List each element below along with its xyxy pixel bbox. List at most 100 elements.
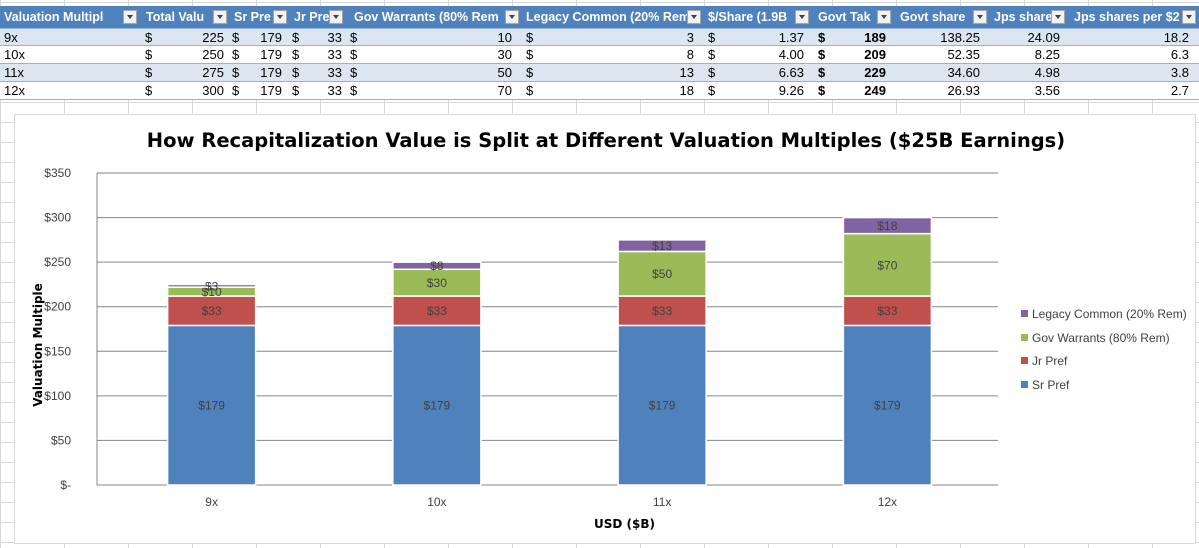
cell-currency[interactable]: $ [708, 30, 716, 45]
cell-total-value[interactable]: 275 [202, 65, 224, 80]
cell-currency[interactable]: $ [526, 83, 534, 98]
cell-gov-warrants[interactable]: 70 [497, 83, 512, 98]
cell-currency[interactable]: $ [350, 47, 358, 62]
cell-currency[interactable]: $ [818, 65, 826, 80]
header-jps-share[interactable]: Jps share [990, 6, 1066, 28]
cell-multiple[interactable]: 11x [4, 65, 24, 80]
cell-gov-warrants[interactable]: 10 [497, 30, 512, 45]
cell-currency[interactable]: $ [818, 83, 826, 98]
table-row[interactable]: 9x $ 225 $ 179 $ 33 $ 10 $ 3 $ 1.37 $ 18… [0, 28, 1199, 46]
cell-currency[interactable]: $ [708, 83, 716, 98]
cell-currency[interactable]: $ [526, 30, 534, 45]
cell-gov-warrants[interactable]: 30 [497, 47, 512, 62]
header-jr-pref[interactable]: Jr Pre [290, 6, 344, 28]
header-govt-share[interactable]: Govt share [896, 6, 988, 28]
table-row[interactable]: 11x $ 275 $ 179 $ 33 $ 50 $ 13 $ 6.63 $ … [0, 64, 1199, 82]
filter-dropdown-icon[interactable] [1051, 10, 1065, 24]
filter-dropdown-icon[interactable] [273, 10, 287, 24]
cell-currency[interactable]: $ [145, 83, 153, 98]
cell-currency[interactable]: $ [350, 30, 358, 45]
cell-currency[interactable]: $ [818, 30, 826, 45]
cell-per-share[interactable]: 4.00 [778, 47, 804, 62]
cell-multiple[interactable]: 10x [4, 47, 25, 62]
filter-dropdown-icon[interactable] [687, 10, 701, 24]
cell-currency[interactable]: $ [145, 65, 153, 80]
cell-jr-pref[interactable]: 33 [327, 47, 342, 62]
filter-dropdown-icon[interactable] [877, 10, 891, 24]
header-gov-warrants[interactable]: Gov Warrants (80% Rem [350, 6, 520, 28]
cell-currency[interactable]: $ [292, 30, 300, 45]
cell-govt-share[interactable]: 26.93 [947, 83, 980, 98]
cell-jps-shares-per[interactable]: 2.7 [1170, 83, 1189, 98]
header-valuation-multiple[interactable]: Valuation Multipl [0, 6, 138, 28]
cell-currency[interactable]: $ [292, 47, 300, 62]
cell-legacy-common[interactable]: 13 [679, 65, 694, 80]
cell-sr-pref[interactable]: 179 [260, 83, 282, 98]
table-row[interactable]: 12x $ 300 $ 179 $ 33 $ 70 $ 18 $ 9.26 $ … [0, 82, 1199, 100]
cell-govt-take[interactable]: 209 [864, 47, 886, 62]
cell-govt-take[interactable]: 189 [864, 30, 886, 45]
legend-item[interactable]: Gov Warrants (80% Rem) [1021, 332, 1187, 356]
cell-currency[interactable]: $ [232, 47, 240, 62]
cell-currency[interactable]: $ [526, 47, 534, 62]
cell-legacy-common[interactable]: 8 [686, 47, 694, 62]
cell-jps-share[interactable]: 8.25 [1034, 47, 1060, 62]
legend-item[interactable]: Legacy Common (20% Rem) [1021, 308, 1187, 332]
cell-govt-share[interactable]: 34.60 [947, 65, 980, 80]
cell-currency[interactable]: $ [145, 47, 153, 62]
cell-govt-share[interactable]: 52.35 [947, 47, 980, 62]
legend-item[interactable]: Sr Pref [1021, 379, 1187, 403]
cell-legacy-common[interactable]: 18 [679, 83, 694, 98]
filter-dropdown-icon[interactable] [329, 10, 343, 24]
header-govt-take[interactable]: Govt Tak [814, 6, 892, 28]
chart-legend[interactable]: Legacy Common (20% Rem) Gov Warrants (80%… [1021, 308, 1187, 402]
cell-jps-share[interactable]: 24.09 [1027, 30, 1060, 45]
cell-total-value[interactable]: 225 [202, 30, 224, 45]
cell-jr-pref[interactable]: 33 [327, 83, 342, 98]
cell-govt-share[interactable]: 138.25 [940, 30, 980, 45]
filter-dropdown-icon[interactable] [505, 10, 519, 24]
cell-per-share[interactable]: 9.26 [778, 83, 804, 98]
filter-dropdown-icon[interactable] [1182, 10, 1196, 24]
cell-currency[interactable]: $ [350, 83, 358, 98]
cell-currency[interactable]: $ [708, 65, 716, 80]
cell-total-value[interactable]: 300 [202, 83, 224, 98]
cell-jr-pref[interactable]: 33 [327, 65, 342, 80]
cell-total-value[interactable]: 250 [202, 47, 224, 62]
header-per-share[interactable]: $/Share (1.9B [704, 6, 810, 28]
filter-dropdown-icon[interactable] [973, 10, 987, 24]
cell-currency[interactable]: $ [708, 47, 716, 62]
stacked-bar-chart[interactable]: $- $50 $100 $150 $200 $250 $300 $350 Valuation M… [14, 114, 1196, 544]
cell-currency[interactable]: $ [232, 30, 240, 45]
cell-jr-pref[interactable]: 33 [327, 30, 342, 45]
header-total-value[interactable]: Total Valu [142, 6, 228, 28]
cell-legacy-common[interactable]: 3 [686, 30, 694, 45]
cell-currency[interactable]: $ [292, 83, 300, 98]
filter-dropdown-icon[interactable] [795, 10, 809, 24]
cell-jps-share[interactable]: 3.56 [1034, 83, 1060, 98]
cell-jps-share[interactable]: 4.98 [1034, 65, 1060, 80]
cell-per-share[interactable]: 6.63 [778, 65, 804, 80]
cell-sr-pref[interactable]: 179 [260, 47, 282, 62]
cell-currency[interactable]: $ [818, 47, 826, 62]
table-row[interactable]: 10x $ 250 $ 179 $ 33 $ 30 $ 8 $ 4.00 $ 2… [0, 46, 1199, 64]
cell-currency[interactable]: $ [350, 65, 358, 80]
cell-govt-take[interactable]: 249 [864, 83, 886, 98]
cell-currency[interactable]: $ [526, 65, 534, 80]
header-jps-shares-per[interactable]: Jps shares per $2 [1070, 6, 1197, 28]
cell-jps-shares-per[interactable]: 3.8 [1170, 65, 1189, 80]
cell-gov-warrants[interactable]: 50 [497, 65, 512, 80]
cell-multiple[interactable]: 9x [4, 30, 18, 45]
cell-currency[interactable]: $ [232, 65, 240, 80]
filter-dropdown-icon[interactable] [123, 10, 137, 24]
cell-multiple[interactable]: 12x [4, 83, 25, 98]
legend-item[interactable]: Jr Pref [1021, 355, 1187, 379]
cell-currency[interactable]: $ [232, 83, 240, 98]
cell-currency[interactable]: $ [145, 30, 153, 45]
cell-currency[interactable]: $ [292, 65, 300, 80]
filter-dropdown-icon[interactable] [213, 10, 227, 24]
header-legacy-common[interactable]: Legacy Common (20% Rem [522, 6, 702, 28]
cell-govt-take[interactable]: 229 [864, 65, 886, 80]
cell-jps-shares-per[interactable]: 18.2 [1163, 30, 1189, 45]
cell-sr-pref[interactable]: 179 [260, 65, 282, 80]
